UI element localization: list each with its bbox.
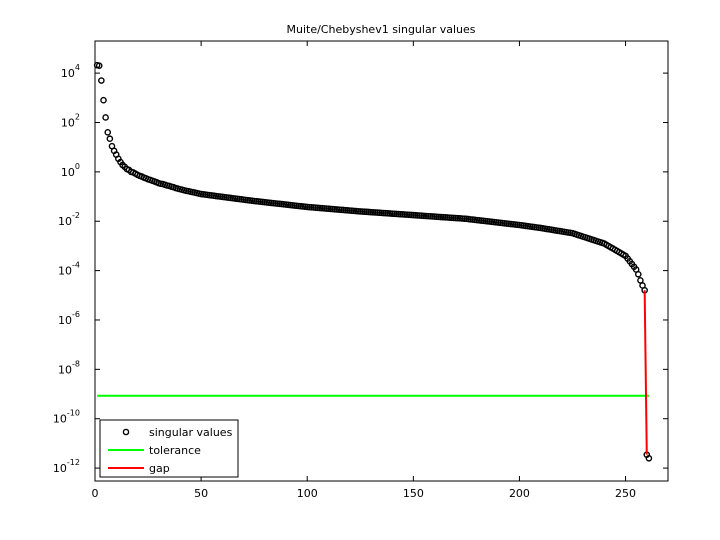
legend-label: gap: [149, 462, 170, 475]
data-point: [100, 96, 107, 104]
data-point: [98, 77, 105, 84]
series-line: [643, 290, 648, 455]
plot-area: [94, 40, 669, 482]
y-tick-label: 104: [61, 63, 80, 80]
data-point: [106, 135, 114, 143]
legend-marker: [122, 428, 130, 436]
chart-title: Muite/Chebyshev1 singular values: [287, 23, 476, 36]
y-tick-label: 10-6: [58, 310, 80, 327]
data-point: [102, 114, 109, 121]
y-tick-label: 10-4: [58, 261, 80, 278]
y-tick-label: 102: [61, 112, 80, 129]
y-tick-label: 100: [61, 162, 80, 179]
y-tick-label: 10-8: [58, 359, 80, 376]
data-point: [95, 62, 103, 69]
data-point: [104, 129, 112, 136]
y-tick-label: 10-2: [58, 211, 80, 228]
legend-label: singular values: [149, 426, 233, 439]
x-tick-label: 0: [92, 487, 99, 500]
y-tick-label: 10-12: [53, 458, 80, 475]
x-tick-label: 250: [615, 487, 636, 500]
data-point: [634, 270, 642, 278]
legend-box: [99, 419, 239, 478]
legend-label: tolerance: [149, 444, 201, 457]
x-tick-label: 150: [403, 487, 424, 500]
x-tick-label: 100: [297, 487, 318, 500]
data-point: [645, 454, 653, 462]
y-tick-label: 10-10: [53, 409, 80, 426]
x-tick-label: 50: [194, 487, 208, 500]
x-tick-label: 200: [509, 487, 530, 500]
